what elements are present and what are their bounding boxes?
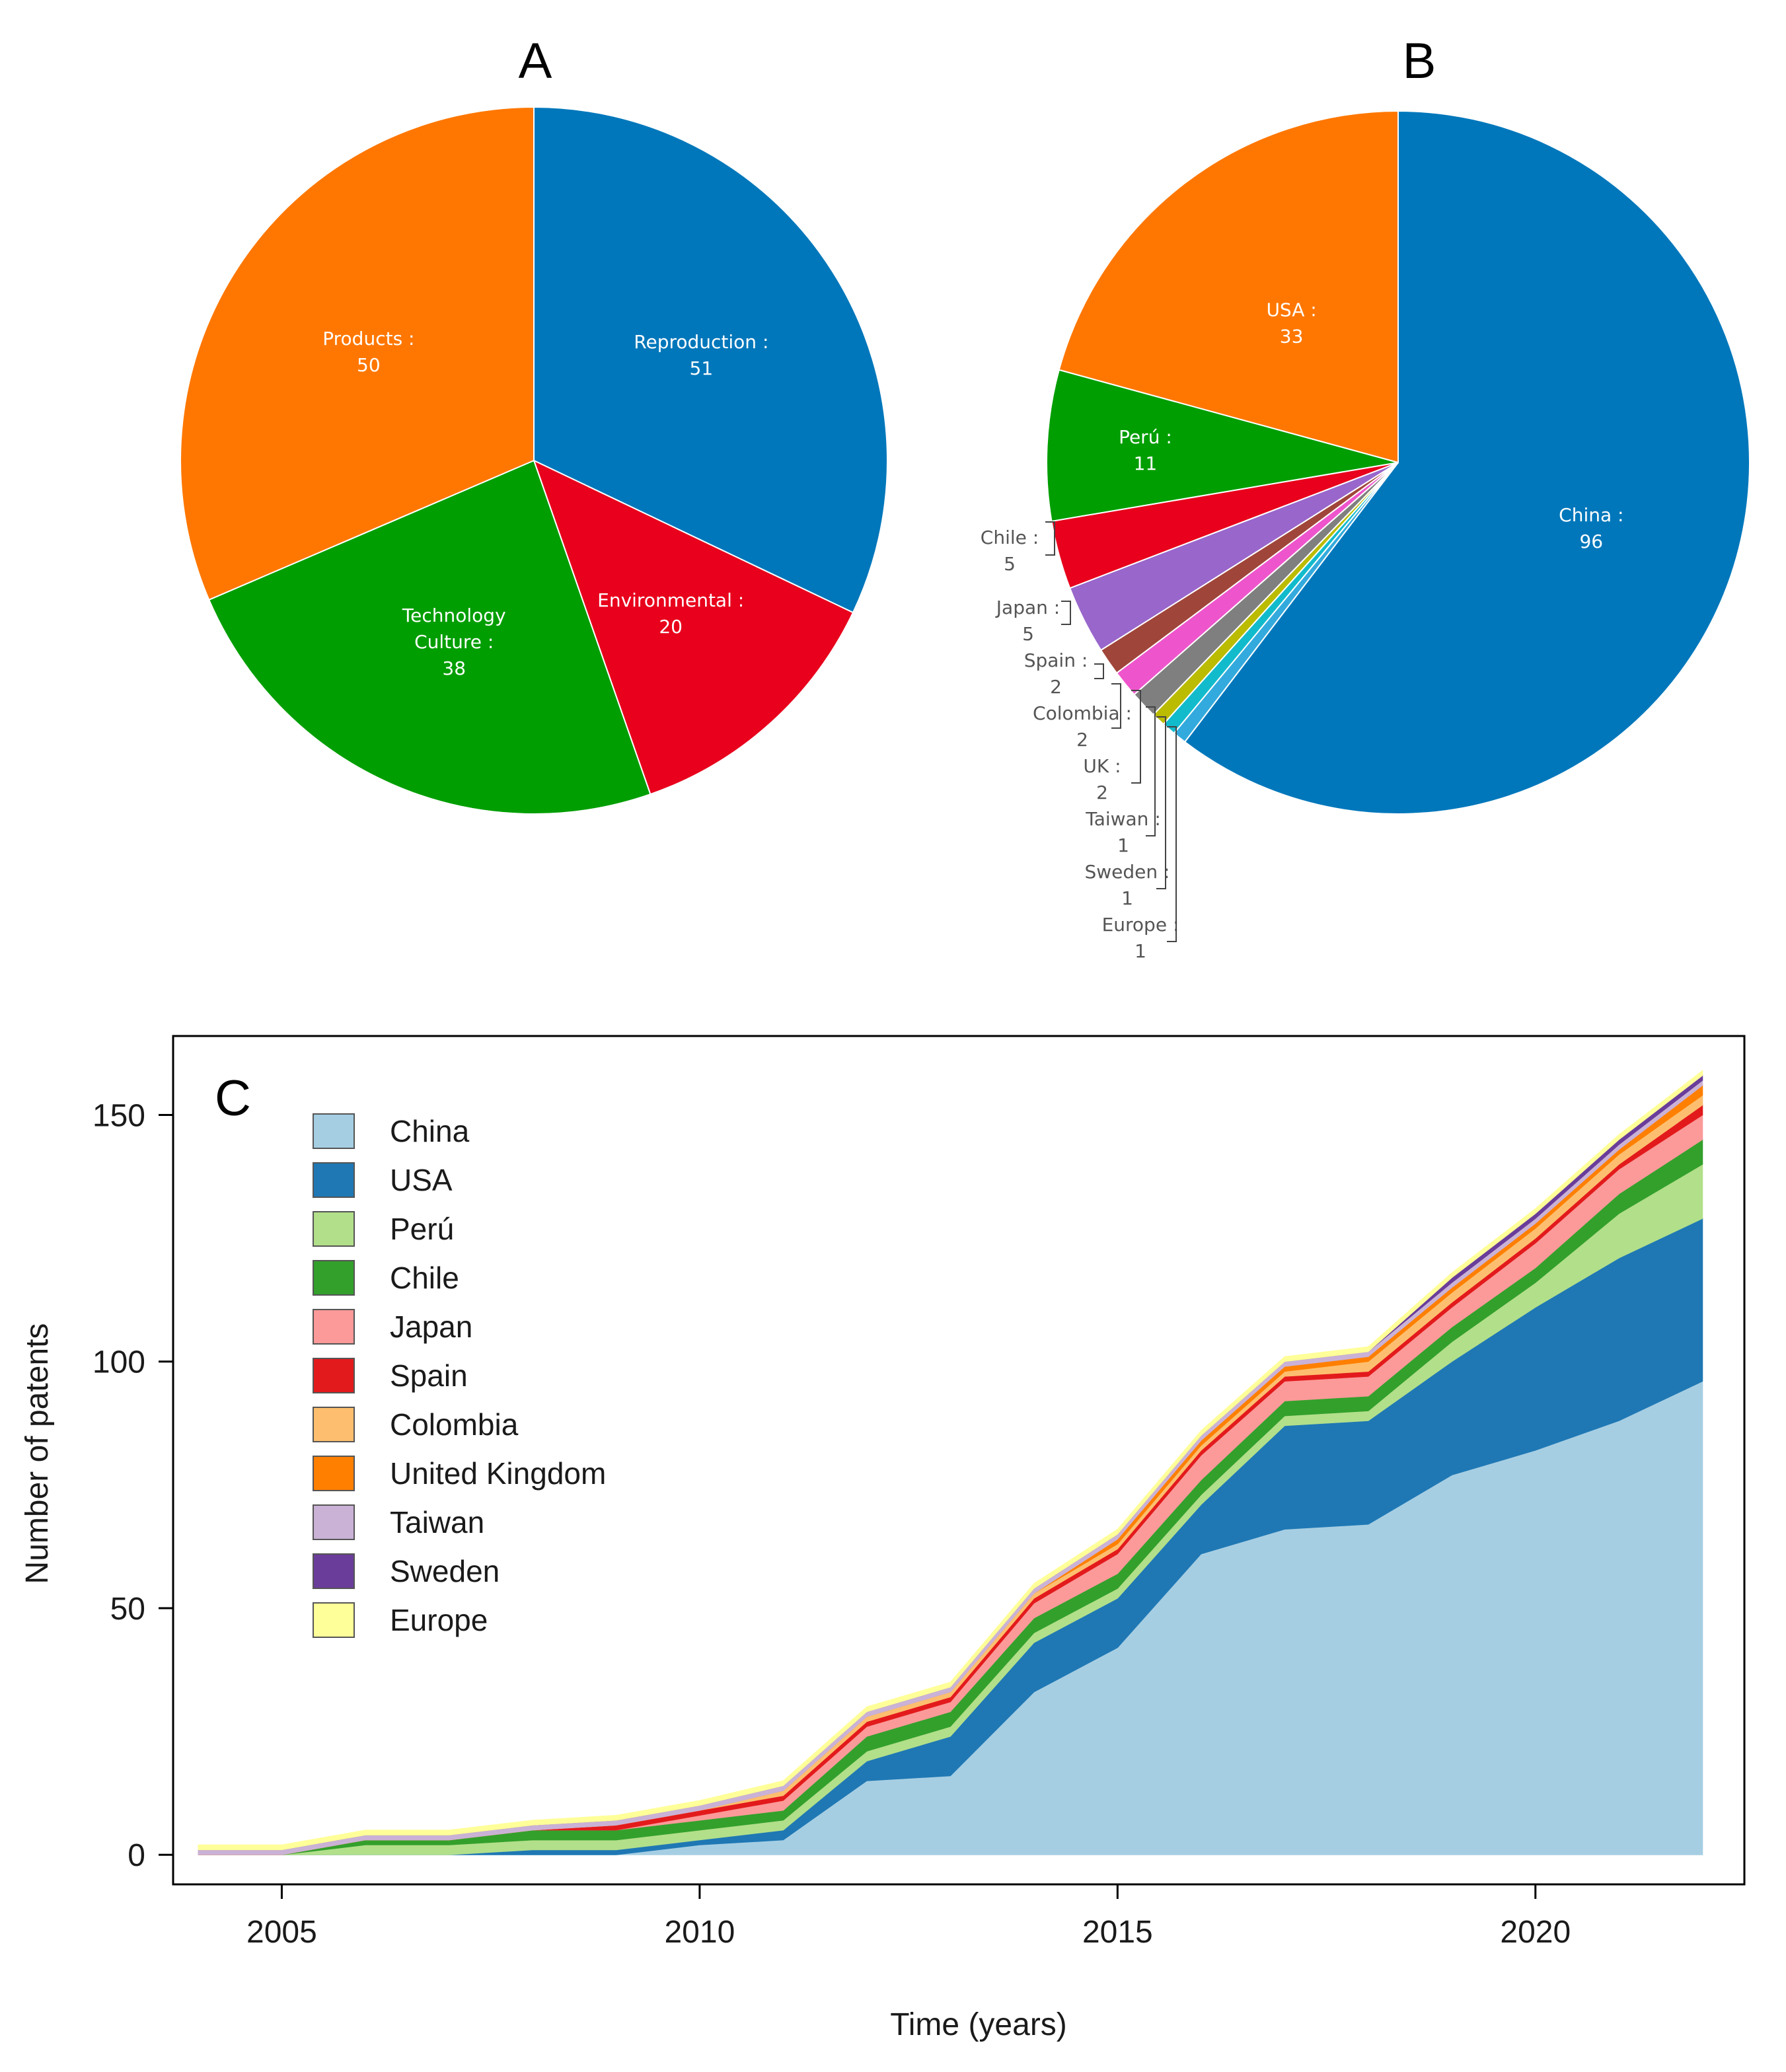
pie-chart-countries: China :96 Perú :11 USA :33 Chile :5 Japan :5… (981, 110, 1750, 962)
pie-label-technology-culture: Technology Culture :38 (402, 605, 506, 679)
legend-label-japan: Japan (390, 1310, 472, 1344)
legend-label-usa: USA (390, 1163, 453, 1197)
x-axis-title: Time (years) (890, 2007, 1067, 2042)
x-tick-label-2010: 2010 (664, 1915, 735, 1950)
legend-swatch-usa (313, 1162, 355, 1198)
legend-label-taiwan: Taiwan (390, 1505, 484, 1539)
pie-label-uk: UK :2 (1083, 755, 1121, 803)
leader-line-europe (1167, 726, 1177, 942)
legend-swatch-china (313, 1113, 355, 1149)
pie-label-taiwan: Taiwan :1 (1085, 808, 1161, 856)
panel-label-c: C (215, 1070, 251, 1127)
pie-label-china: China :96 (1559, 504, 1623, 552)
legend-label-colombia: Colombia (390, 1407, 519, 1442)
y-tick-label-150: 150 (93, 1098, 145, 1133)
legend-swatch-japan (313, 1309, 355, 1345)
pie-label-colombia: Colombia :2 (1033, 702, 1132, 751)
pie-slice-peru (1046, 369, 1399, 523)
legend-swatch-chile (313, 1260, 355, 1296)
legend-label-chile: Chile (390, 1261, 459, 1295)
leader-line-taiwan (1146, 706, 1156, 836)
pie-slice-technology-culture (207, 459, 651, 815)
pie-label-environmental: Environmental :20 (597, 589, 744, 638)
legend-swatch-colombia (313, 1407, 355, 1442)
leader-line-uk (1131, 690, 1141, 784)
plot-frame (172, 1035, 1746, 1886)
legend-label-europe: Europe (390, 1603, 488, 1637)
legend-swatch-sweden (313, 1553, 355, 1589)
y-tick-label-100: 100 (93, 1345, 145, 1380)
x-tick-label-2005: 2005 (246, 1915, 317, 1950)
pie-label-japan: Japan :5 (995, 597, 1060, 645)
legend-label-sweden: Sweden (390, 1554, 500, 1588)
pie-slice-china (1183, 110, 1750, 815)
pie-slice-products (180, 106, 535, 601)
pie-label-europe: Europe :1 (1102, 914, 1179, 962)
legend-swatch-taiwan (313, 1504, 355, 1540)
leader-line-spain (1094, 663, 1104, 679)
pie-label-chile: Chile :5 (981, 527, 1039, 575)
legend-label-peru: Perú (390, 1212, 454, 1246)
panel-label-b: B (1403, 33, 1436, 89)
legend-label-china: China (390, 1114, 470, 1148)
pie-slice-usa (1058, 110, 1399, 464)
pie-slice-environmental (533, 459, 854, 796)
stacked-area-chart: 2005 2010 2015 2020 0 50 100 150 Time (years) Num… (20, 1035, 1746, 2042)
legend-swatch-united-kingdom (313, 1456, 355, 1491)
leader-line-sweden (1156, 716, 1166, 889)
legend-swatch-peru (313, 1211, 355, 1247)
panel-label-a: A (519, 33, 552, 89)
legend-swatch-spain (313, 1358, 355, 1393)
pie-label-reproduction: Reproduction :51 (634, 331, 768, 379)
x-tick-label-2015: 2015 (1082, 1915, 1153, 1950)
legend-label-spain: Spain (390, 1358, 468, 1393)
leader-line-japan (1061, 601, 1071, 625)
area-europe (198, 1070, 1703, 1851)
x-tick-label-2020: 2020 (1500, 1915, 1571, 1950)
pie-label-sweden: Sweden :1 (1085, 861, 1170, 909)
legend-swatch-europe (313, 1602, 355, 1638)
pie-chart-categories: Reproduction :51 Environmental :20 Technol… (180, 106, 888, 815)
pie-label-spain: Spain :2 (1024, 649, 1088, 698)
pie-label-products: Products :50 (322, 328, 414, 376)
leader-line-colombia (1111, 683, 1121, 729)
y-tick-label-50: 50 (110, 1592, 145, 1627)
pie-label-peru: Perú :11 (1119, 426, 1172, 474)
leader-line-chile (1045, 521, 1055, 556)
pie-label-usa: USA :33 (1266, 299, 1316, 348)
legend-label-united-kingdom: United Kingdom (390, 1456, 606, 1491)
y-tick-label-0: 0 (128, 1838, 145, 1873)
y-axis-title: Number of patents (20, 1323, 55, 1584)
pie-slice-reproduction (533, 106, 888, 614)
